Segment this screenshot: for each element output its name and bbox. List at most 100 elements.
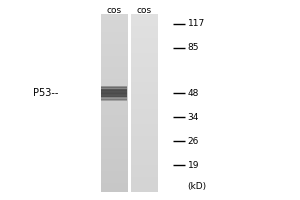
Bar [100,67,127,70]
Bar [100,95,127,97]
Bar [130,133,158,136]
Bar [100,14,127,17]
Bar [130,85,158,88]
Bar [100,145,127,148]
Bar [130,183,158,186]
Bar [130,97,158,100]
Bar [100,53,127,56]
Bar [100,41,127,44]
Bar [100,76,127,79]
Bar [100,112,127,115]
Text: 117: 117 [188,20,205,28]
Bar [130,124,158,127]
Bar [130,174,158,177]
Bar [130,50,158,53]
Bar [100,38,127,41]
Bar [100,174,127,177]
Bar [100,103,127,106]
Text: 19: 19 [188,160,199,170]
Bar [100,23,127,26]
Bar [130,115,158,118]
Bar [100,35,127,38]
Bar [130,142,158,145]
Text: cos: cos [136,6,152,15]
Bar [100,148,127,150]
Bar [100,99,127,101]
Bar [100,96,127,98]
Bar [130,150,158,153]
Bar [100,91,127,94]
Bar [100,50,127,53]
Bar [100,90,127,92]
Bar [100,133,127,136]
Bar [100,97,127,100]
Bar [130,145,158,148]
Bar [130,112,158,115]
Bar [100,20,127,23]
Bar [100,124,127,127]
Bar [130,189,158,192]
Bar [100,87,127,89]
Bar [100,162,127,165]
Bar [130,159,158,162]
Bar [100,156,127,159]
Bar [130,91,158,94]
Bar [100,127,127,130]
Bar [130,139,158,142]
Bar [100,89,127,91]
Bar [130,109,158,112]
Bar [130,58,158,61]
Bar [100,100,127,103]
Bar [100,73,127,76]
Bar [100,92,127,94]
Bar [100,89,127,97]
Bar [100,180,127,183]
Bar [130,82,158,85]
Text: (kD): (kD) [188,182,207,192]
Bar [130,26,158,29]
Bar [130,79,158,82]
Bar [130,121,158,124]
Bar [130,168,158,171]
Bar [100,79,127,82]
Bar [100,118,127,121]
Bar [100,56,127,58]
Bar [100,171,127,174]
Bar [130,186,158,189]
Bar [130,32,158,35]
Bar [130,38,158,41]
Bar [100,109,127,112]
Bar [130,29,158,32]
Bar [130,156,158,159]
Bar [100,98,127,100]
Bar [130,94,158,97]
Bar [100,29,127,32]
Bar [100,177,127,180]
Bar [130,17,158,20]
Bar [100,32,127,35]
Bar [100,93,127,95]
Text: 48: 48 [188,88,199,98]
Bar [130,47,158,50]
Bar [130,153,158,156]
Bar [100,165,127,168]
Bar [100,136,127,139]
Bar [100,86,127,88]
Bar [100,159,127,162]
Bar [130,136,158,139]
Bar [100,44,127,47]
Bar [130,162,158,165]
Bar [100,121,127,124]
Bar [130,56,158,58]
Bar [130,76,158,79]
Bar [100,168,127,171]
Bar [100,64,127,67]
Bar [130,23,158,26]
Bar [100,26,127,29]
Bar [130,177,158,180]
Bar [130,44,158,47]
Bar [100,47,127,50]
Bar [100,106,127,109]
Bar [130,20,158,23]
Bar [130,103,158,106]
